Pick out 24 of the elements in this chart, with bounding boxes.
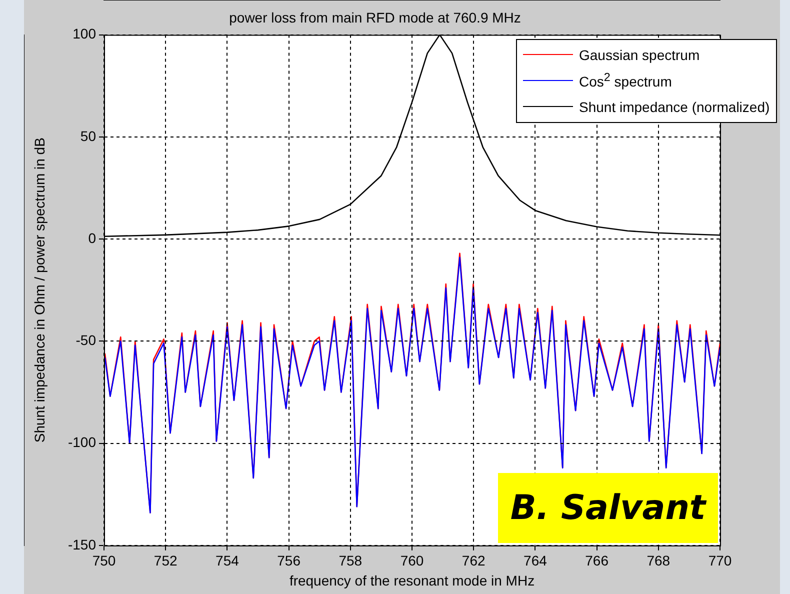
y-tick-label: 100: [72, 26, 96, 42]
x-tick-label: 760: [400, 552, 424, 569]
x-tick-label: 752: [154, 552, 178, 569]
x-tick-label: 762: [462, 552, 486, 569]
annotation: B. Salvant: [498, 473, 718, 544]
x-tick-label: 750: [92, 552, 116, 569]
x-tick-label: 766: [585, 552, 609, 569]
legend-label: Gaussian spectrum: [579, 46, 700, 63]
y-tick-label: 50: [80, 128, 96, 144]
x-tick-label: 754: [216, 552, 240, 569]
y-tick-label: -100: [68, 434, 96, 450]
y-tick-label: 0: [88, 230, 96, 246]
x-tick-label: 764: [524, 552, 548, 569]
y-tick-label: -50: [76, 332, 96, 348]
x-tick-label: 756: [277, 552, 301, 569]
chart-title: power loss from main RFD mode at 760.9 MHz: [229, 9, 521, 26]
y-axis-title: Shunt impedance in Ohm / power spectrum in dB: [31, 138, 48, 443]
x-tick-label: 758: [338, 552, 362, 569]
legend-label: Cos$^{2}$ spectrum: [579, 71, 672, 90]
legend-label: Shunt impedance (normalized): [579, 98, 770, 115]
x-tick-label: 770: [708, 552, 732, 569]
x-axis-title: frequency of the resonant mode in MHz: [289, 572, 535, 588]
x-tick-label: 768: [646, 552, 670, 569]
y-tick-label: -150: [68, 536, 96, 552]
